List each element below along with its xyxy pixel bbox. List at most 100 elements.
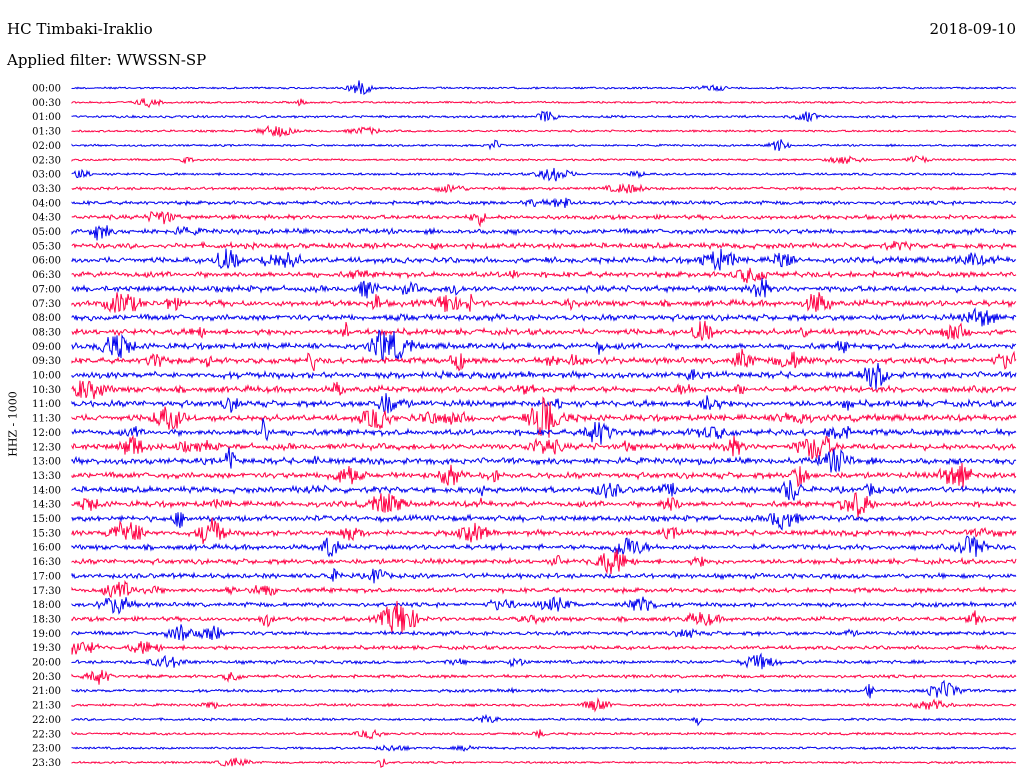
time-label: 22:00 [32,715,61,726]
seismic-trace [71,434,1017,460]
time-label: 01:30 [32,127,61,138]
seismic-trace [71,697,1017,713]
seismic-trace [71,248,1017,271]
seismic-trace [71,362,1017,390]
time-label: 18:30 [32,614,61,625]
seismic-trace [71,567,1017,584]
seismic-trace [71,492,1017,518]
seismic-trace [71,182,1017,194]
seismic-trace [71,139,1017,152]
time-label: 03:30 [32,184,61,195]
time-label: 04:00 [32,198,61,209]
date-label: 2018-09-10 [929,20,1016,38]
seismic-trace [71,535,1017,558]
seismic-trace [71,348,1017,372]
seismic-trace [71,154,1017,165]
time-label: 20:30 [32,672,61,683]
filter-label: Applied filter: WWSSN-SP [7,51,207,69]
seismic-trace [71,277,1017,299]
seismic-trace [71,479,1017,501]
time-label: 17:00 [32,571,61,582]
time-label: 18:00 [32,600,61,611]
time-label: 11:00 [32,399,61,410]
time-label: 19:00 [32,629,61,640]
seismic-trace [71,393,1017,414]
time-label: 01:00 [32,112,61,123]
time-label: 04:30 [32,213,61,224]
time-label: 11:30 [32,414,61,425]
seismic-trace [71,307,1017,327]
seismic-trace [71,669,1017,685]
time-label: 10:00 [32,371,61,382]
seismic-trace [71,517,1017,545]
seismic-trace [71,396,1017,438]
seismic-trace [71,652,1017,670]
time-label: 12:00 [32,428,61,439]
seismic-trace [71,110,1017,123]
trace-group [71,80,1017,769]
time-label: 16:00 [32,543,61,554]
time-label: 00:00 [32,84,61,95]
seismic-trace [71,447,1017,473]
time-label: 21:00 [32,686,61,697]
seismic-trace [71,713,1016,727]
time-label: 12:30 [32,442,61,453]
time-label: 09:30 [32,356,61,367]
time-label: 08:00 [32,313,61,324]
seismic-trace [71,380,1017,400]
time-label: 06:00 [32,256,61,267]
seismic-trace [71,512,1017,531]
time-label: 07:30 [32,299,61,310]
time-label: 13:30 [32,471,61,482]
time-label: 02:30 [32,155,61,166]
time-label: 03:00 [32,170,61,181]
seismic-trace [71,329,1017,362]
seismic-trace [71,197,1017,208]
seismic-trace [71,596,1017,615]
seismic-trace [71,462,1017,488]
seismic-trace [71,240,1017,252]
seismic-trace [71,417,1017,445]
time-label: 23:00 [32,744,61,755]
time-label: 08:30 [32,327,61,338]
seismic-trace [71,167,1017,182]
seismic-trace [71,320,1017,341]
seismic-trace [71,679,1017,699]
time-label: 14:30 [32,500,61,511]
seismic-trace [71,292,1017,313]
time-label: 06:30 [32,270,61,281]
time-label: 15:00 [32,514,61,525]
seismic-trace [71,97,1017,109]
seismic-trace [71,210,1017,228]
time-label: 05:30 [32,241,61,252]
seismic-trace [71,225,1017,241]
seismic-trace [71,744,1017,752]
seismic-trace [71,641,1017,655]
time-label: 22:30 [32,729,61,740]
seismic-trace [71,624,1017,641]
seismic-trace [71,124,1017,138]
seismic-trace [71,728,1017,740]
time-label: 05:00 [32,227,61,238]
time-label: 09:00 [32,342,61,353]
station-title: HC Timbaki-Iraklio [7,20,153,38]
time-label: 16:30 [32,557,61,568]
time-label: 07:00 [32,284,61,295]
seismic-trace [71,579,1017,598]
time-label: 10:30 [32,385,61,396]
time-label: 20:00 [32,658,61,669]
seismic-trace [71,80,1017,96]
time-label: 15:30 [32,528,61,539]
seismic-trace [71,757,1016,769]
seismic-trace [71,600,1017,635]
time-label-group: 00:00 00:30 01:00 01:30 02:00 02:30 03:00 03:30… [32,84,61,769]
seismic-trace [71,549,1017,575]
time-label: 19:30 [32,643,61,654]
time-label: 02:00 [32,141,61,152]
time-label: 00:30 [32,98,61,109]
time-label: 13:00 [32,457,61,468]
time-label: 14:00 [32,485,61,496]
time-label: 23:30 [32,758,61,769]
time-label: 21:30 [32,701,61,712]
